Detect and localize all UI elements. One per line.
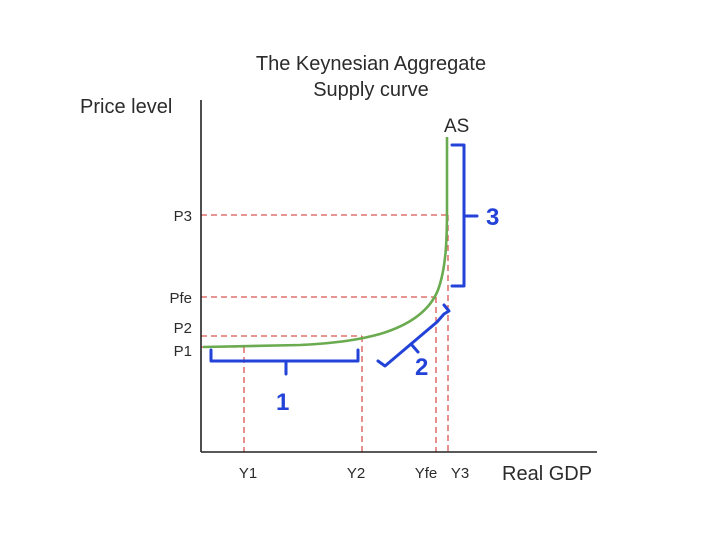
range-3-label: 3 xyxy=(486,204,499,231)
range-2-bracket xyxy=(376,303,451,368)
y-axis-label: Price level xyxy=(80,96,172,118)
y1-label: Y1 xyxy=(239,465,257,482)
y2-label: Y2 xyxy=(347,465,365,482)
x-axis-label: Real GDP xyxy=(502,463,592,485)
output-guides xyxy=(243,215,449,452)
axes xyxy=(200,100,597,453)
range-labels: 1 2 3 xyxy=(276,204,499,416)
range-2-label: 2 xyxy=(415,354,428,381)
p2-label: P2 xyxy=(174,320,192,337)
title-line-1: The Keynesian Aggregate xyxy=(256,53,486,75)
range-1-label: 1 xyxy=(276,389,289,416)
range-brackets xyxy=(209,143,479,376)
as-curve-label: AS xyxy=(444,116,469,137)
price-level-labels: P3 Pfe P2 P1 xyxy=(169,208,192,360)
as-curve xyxy=(202,137,449,349)
p1-label: P1 xyxy=(174,343,192,360)
price-guides xyxy=(201,214,448,348)
output-level-labels: Y1 Y2 Yfe Y3 xyxy=(239,465,469,482)
range-3-bracket xyxy=(450,143,466,288)
title-line-2: Supply curve xyxy=(313,79,429,101)
y3-label: Y3 xyxy=(451,465,469,482)
yfe-label: Yfe xyxy=(415,465,438,482)
range-1-bracket xyxy=(209,348,360,363)
pfe-label: Pfe xyxy=(169,290,192,307)
range-2-tick xyxy=(409,342,420,354)
p3-label: P3 xyxy=(174,208,192,225)
